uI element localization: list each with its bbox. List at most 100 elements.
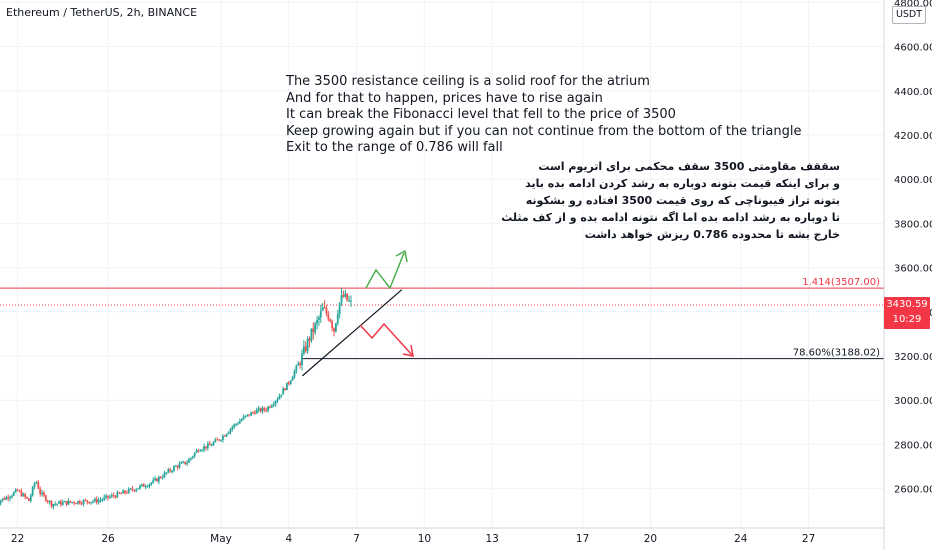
candle-body bbox=[133, 489, 136, 491]
candle-body bbox=[48, 501, 51, 503]
candle-body bbox=[312, 328, 315, 333]
candle-body bbox=[20, 491, 23, 497]
y-tick-label: 4200.00 bbox=[894, 131, 932, 142]
candle-body bbox=[274, 401, 277, 405]
candle-body bbox=[259, 408, 262, 412]
candle-body bbox=[295, 365, 298, 372]
candle-body bbox=[11, 495, 13, 498]
candle-body bbox=[116, 492, 119, 498]
candle-body bbox=[244, 415, 247, 417]
english-annotation-line: It can break the Fibonacci level that fe… bbox=[286, 107, 676, 122]
candle-body bbox=[35, 482, 38, 484]
candle-body bbox=[318, 317, 320, 321]
candle-body bbox=[216, 439, 219, 441]
triangle-lower-trendline bbox=[301, 289, 403, 377]
candle-body bbox=[299, 363, 301, 365]
candle-body bbox=[257, 408, 260, 410]
candle-body bbox=[95, 498, 98, 503]
candle-body bbox=[180, 462, 183, 464]
candle-body bbox=[301, 353, 303, 365]
last-price-value: 3430.59 bbox=[886, 299, 928, 310]
breakdown-arrow-head bbox=[402, 344, 414, 357]
candle-body bbox=[157, 477, 160, 482]
candle-body bbox=[161, 477, 164, 479]
candle-body bbox=[16, 489, 19, 491]
candle-body bbox=[267, 406, 269, 411]
candle-body bbox=[135, 489, 138, 491]
x-tick-label: 20 bbox=[644, 533, 657, 545]
candle-body bbox=[29, 495, 32, 501]
candle-body bbox=[152, 480, 155, 483]
candle-body bbox=[60, 501, 62, 505]
candle-body bbox=[344, 293, 347, 297]
candle-body bbox=[227, 432, 230, 434]
candle-body bbox=[137, 488, 140, 490]
candle-body bbox=[265, 409, 268, 411]
candle-body bbox=[231, 426, 234, 429]
candle-body bbox=[5, 497, 8, 500]
candle-body bbox=[108, 496, 111, 498]
candle-body bbox=[223, 435, 226, 437]
candle-body bbox=[197, 450, 200, 452]
y-tick-label: 2600.00 bbox=[894, 485, 932, 496]
candle-body bbox=[131, 488, 134, 490]
candle-body bbox=[210, 445, 213, 447]
candlestick-series bbox=[0, 288, 352, 510]
candle-body bbox=[280, 394, 283, 396]
candle-body bbox=[3, 498, 6, 500]
candle-body bbox=[71, 502, 74, 504]
candle-body bbox=[338, 302, 341, 315]
candle-body bbox=[263, 407, 266, 410]
candle-body bbox=[1, 498, 4, 501]
candle-body bbox=[195, 450, 198, 453]
candle-body bbox=[329, 319, 332, 322]
candle-body bbox=[43, 492, 45, 496]
x-tick-label: 13 bbox=[486, 533, 499, 545]
candle-body bbox=[65, 501, 68, 505]
candle-body bbox=[24, 493, 27, 497]
candle-body bbox=[90, 501, 92, 504]
candle-body bbox=[75, 503, 77, 505]
candle-body bbox=[112, 495, 115, 497]
persian-annotation: سققف مقاومتی 3500 سقف محکمی برای اتریوم … bbox=[500, 158, 840, 243]
candle-body bbox=[22, 493, 25, 497]
candle-body bbox=[212, 442, 215, 446]
candle-body bbox=[206, 443, 209, 449]
x-tick-label: May bbox=[210, 533, 232, 545]
fib-level-label-786: 78.60%(3188.02) bbox=[793, 348, 880, 359]
candle-body bbox=[146, 486, 149, 488]
candle-body bbox=[37, 482, 40, 489]
candle-body bbox=[144, 486, 147, 488]
candle-body bbox=[248, 414, 251, 416]
candle-body bbox=[193, 452, 196, 457]
candle-body bbox=[289, 380, 292, 384]
x-tick-label: 22 bbox=[11, 533, 24, 545]
candle-body bbox=[154, 478, 156, 481]
english-annotation-line: The 3500 resistance ceiling is a solid r… bbox=[286, 74, 650, 89]
candle-body bbox=[221, 435, 224, 440]
candle-body bbox=[323, 307, 326, 309]
x-tick-label: 4 bbox=[285, 533, 292, 545]
candle-body bbox=[302, 346, 305, 354]
candle-body bbox=[118, 492, 121, 494]
candle-body bbox=[297, 363, 300, 366]
grid-lines bbox=[0, 0, 884, 528]
candle-body bbox=[54, 503, 57, 505]
candle-body bbox=[246, 414, 249, 416]
x-tick-label: 27 bbox=[802, 533, 815, 545]
currency-selector[interactable]: USDT bbox=[892, 6, 926, 24]
candle-body bbox=[254, 412, 256, 414]
candle-body bbox=[78, 501, 81, 504]
last-price-badge: 3430.59 10:29 bbox=[884, 297, 930, 329]
candle-body bbox=[76, 501, 79, 504]
candle-body bbox=[293, 371, 296, 378]
candle-body bbox=[12, 492, 15, 496]
candle-body bbox=[205, 446, 207, 449]
candle-body bbox=[346, 293, 349, 301]
candle-body bbox=[235, 423, 237, 425]
candle-body bbox=[84, 500, 87, 502]
candle-body bbox=[33, 483, 36, 487]
y-tick-label: 3000.00 bbox=[894, 396, 932, 407]
candle-body bbox=[124, 490, 126, 493]
